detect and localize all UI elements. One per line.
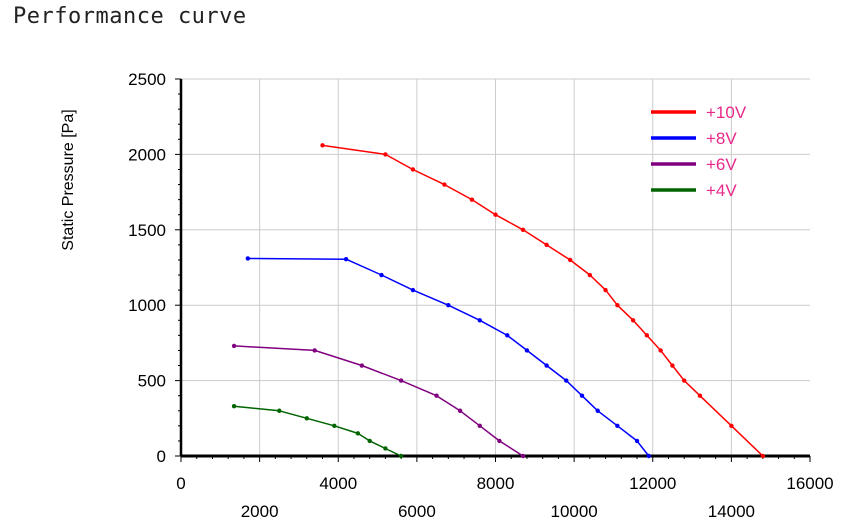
data-point — [630, 318, 636, 323]
page-title: Performance curve — [13, 4, 247, 29]
x-tick-label: 10000 — [550, 502, 597, 521]
data-point — [398, 453, 404, 459]
data-point — [442, 182, 447, 187]
data-point — [524, 348, 530, 353]
data-point — [505, 333, 510, 338]
data-point — [355, 431, 361, 436]
y-tick-label: 2000 — [128, 145, 166, 164]
data-point — [410, 287, 416, 293]
data-point — [682, 378, 687, 383]
data-point — [383, 152, 388, 157]
data-point — [634, 438, 640, 444]
data-point — [277, 408, 282, 413]
data-point — [567, 257, 573, 263]
data-point — [410, 167, 416, 172]
data-point — [520, 227, 526, 232]
y-tick-label: 1500 — [128, 221, 166, 240]
data-point — [398, 378, 404, 383]
data-point — [615, 423, 620, 429]
data-point — [697, 393, 703, 398]
data-point — [359, 363, 365, 368]
data-point — [587, 272, 593, 278]
data-point — [603, 287, 608, 293]
x-tick-label: 16000 — [786, 474, 833, 493]
x-tick-label: 14000 — [708, 502, 755, 521]
series-group — [231, 143, 766, 459]
series-line — [322, 144, 764, 457]
data-point — [646, 453, 652, 459]
grid-lines — [181, 78, 810, 456]
data-point — [245, 256, 251, 261]
data-point — [670, 363, 675, 368]
series-line — [247, 257, 650, 457]
data-point — [760, 453, 766, 459]
data-point — [332, 423, 337, 429]
data-point — [312, 348, 317, 353]
data-point — [579, 393, 585, 398]
data-point — [564, 378, 569, 383]
series-line — [234, 405, 402, 457]
legend-label: +8V — [706, 129, 737, 148]
data-point — [446, 303, 451, 308]
x-tick-label: 8000 — [477, 474, 515, 493]
legend-label: +10V — [706, 103, 747, 122]
data-point — [304, 416, 309, 421]
y-axis-title: Static Pressure [Pa] — [60, 109, 77, 250]
data-point — [457, 408, 463, 413]
data-point — [729, 423, 734, 429]
data-point — [544, 363, 549, 368]
data-point — [477, 318, 482, 323]
data-point — [477, 423, 482, 429]
x-tick-label: 2000 — [241, 502, 279, 521]
data-point — [231, 404, 237, 409]
y-tick-label: 0 — [157, 447, 166, 466]
data-point — [367, 438, 372, 444]
x-tick-label: 4000 — [319, 474, 357, 493]
axes — [179, 79, 810, 458]
x-tick-label: 0 — [176, 474, 185, 493]
data-point — [469, 197, 475, 202]
tick-labels: 0 4000 8000 12000 16000 2000 6000 10000 14000 0 50… — [128, 70, 833, 521]
x-tick-label: 12000 — [629, 474, 676, 493]
x-tick-label: 6000 — [398, 502, 436, 521]
data-point — [383, 446, 388, 451]
legend: +10V +8V +6V +4V — [651, 103, 747, 200]
data-point — [544, 242, 549, 248]
legend-label: +4V — [706, 181, 737, 200]
data-point — [434, 393, 439, 398]
data-point — [379, 272, 384, 278]
data-point — [615, 303, 620, 308]
data-point — [644, 333, 650, 338]
series-line — [234, 345, 524, 457]
data-point — [320, 143, 325, 148]
y-tick-label: 2500 — [128, 70, 166, 89]
legend-label: +6V — [706, 155, 737, 174]
y-tick-label: 1000 — [128, 296, 166, 315]
data-point — [658, 348, 663, 353]
data-point — [497, 438, 502, 444]
data-point — [343, 257, 349, 262]
y-tick-label: 500 — [138, 372, 166, 391]
data-point — [520, 453, 526, 459]
data-point — [595, 408, 600, 413]
data-point — [493, 212, 498, 217]
data-point — [231, 343, 237, 349]
